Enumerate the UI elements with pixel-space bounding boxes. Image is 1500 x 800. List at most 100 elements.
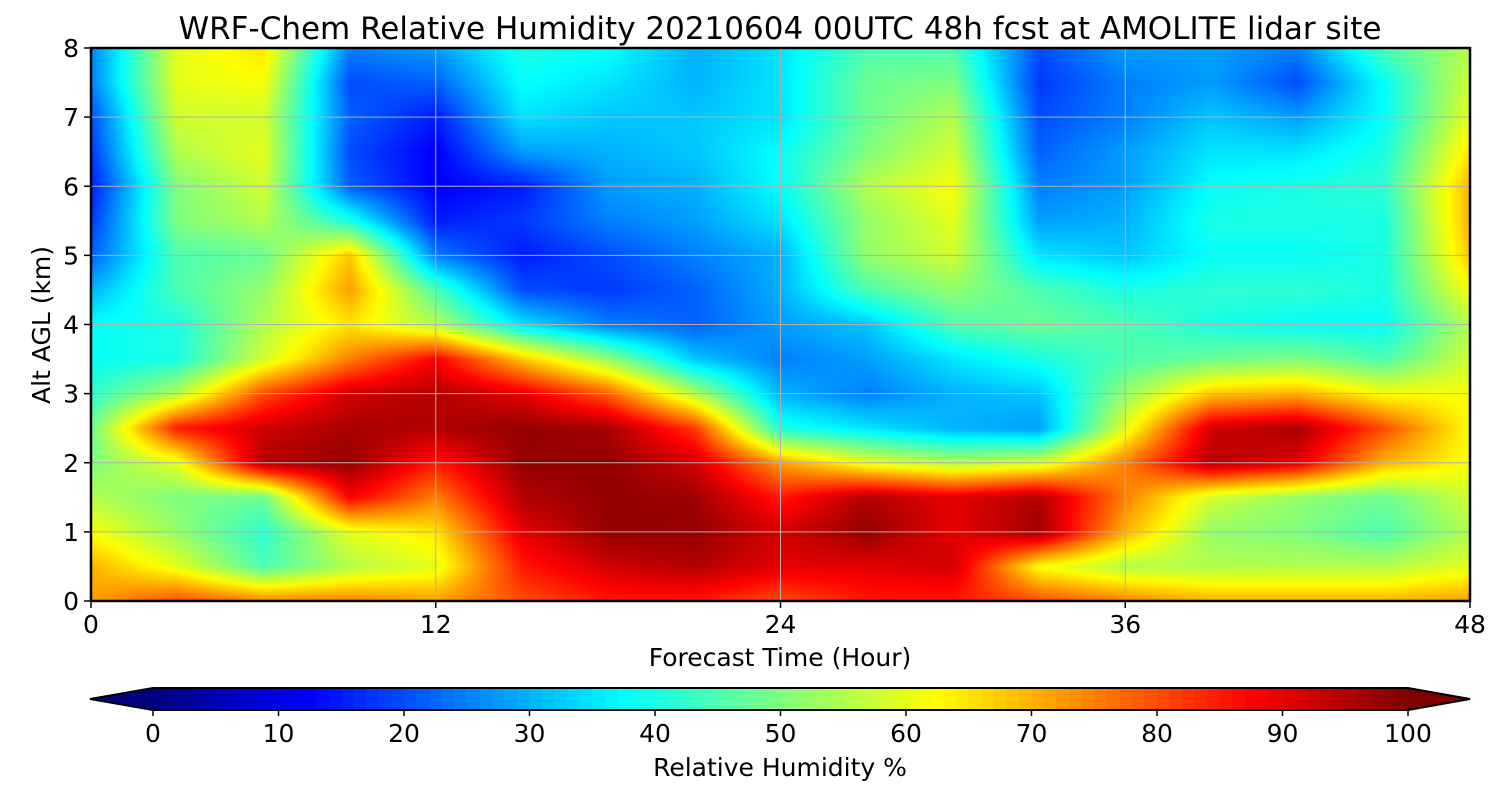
colorbar-tick-label: 60 [890,719,922,748]
colorbar: 0 10 20 30 40 50 60 70 80 90 100 Relative Humidity… [89,687,1471,782]
colorbar-tick-label: 10 [263,719,295,748]
colorbar-segment [165,688,179,710]
colorbar-segment [316,688,330,710]
colorbar-segment [1257,688,1271,710]
colorbar-segment [153,688,167,710]
colorbar-segment [868,688,882,710]
colorbar-segment [981,688,995,710]
colorbar-segment [1320,688,1334,710]
colorbar-segment [579,688,593,710]
y-axis-label: Alt AGL (km) [27,246,56,404]
colorbar-segment [567,688,581,710]
colorbar-segment [880,688,895,710]
y-tick-label: 8 [63,34,79,63]
colorbar-segment [843,688,857,710]
colorbar-segment [1056,688,1070,710]
y-tick-label: 0 [63,587,79,616]
y-tick-label: 4 [63,311,79,340]
colorbar-segment [730,688,744,710]
colorbar-segment [215,688,229,710]
colorbar-segment [291,688,305,710]
colorbar-segment [228,688,242,710]
colorbar-segment [391,688,405,710]
y-tick-label: 6 [63,172,79,201]
colorbar-segment [1094,688,1108,710]
colorbar-segment [1307,688,1321,710]
colorbar-segment [1106,688,1120,710]
colorbar-segment [918,688,932,710]
colorbar-segment [378,688,393,710]
colorbar-segment [466,688,480,710]
colorbar-segment [655,688,669,710]
colorbar-tick-label: 90 [1267,719,1299,748]
colorbar-tick-label: 50 [765,719,797,748]
colorbar-segment [680,688,694,710]
colorbar-segment [1031,688,1045,710]
y-tick-label: 1 [63,518,79,547]
colorbar-segment [404,688,418,710]
colorbar-gradient [153,688,1409,710]
colorbar-segment [278,688,292,710]
colorbar-segment [353,688,367,710]
colorbar-tick-label: 80 [1141,719,1173,748]
colorbar-segment [780,688,794,710]
colorbar-segment [617,688,631,710]
x-tick-label: 0 [83,610,99,639]
y-axis: 0 1 2 3 4 5 6 7 8 [63,34,91,616]
colorbar-segment [441,688,455,710]
colorbar-segment [203,688,217,710]
colorbar-segment [1357,688,1371,710]
colorbar-segment [943,688,957,710]
colorbar-segment [554,688,568,710]
colorbar-ticks: 0 10 20 30 40 50 60 70 80 90 100 [145,710,1432,748]
colorbar-segment [1069,688,1083,710]
colorbar-segment [968,688,982,710]
colorbar-segment [1018,688,1033,710]
colorbar-segment [429,688,443,710]
colorbar-segment [818,688,832,710]
colorbar-segment [542,688,556,710]
colorbar-segment [755,688,769,710]
colorbar-segment [1157,688,1171,710]
colorbar-segment [1119,688,1133,710]
colorbar-segment [1395,688,1409,710]
colorbar-segment [529,688,543,710]
colorbar-segment [1244,688,1258,710]
x-tick-label: 12 [420,610,452,639]
colorbar-segment [629,688,644,710]
plot-area [89,46,1472,603]
colorbar-segment [1282,688,1296,710]
colorbar-segment [1182,688,1196,710]
colorbar-segment [855,688,869,710]
colorbar-tick-label: 70 [1016,719,1048,748]
colorbar-segment [1332,688,1346,710]
colorbar-segment [416,688,430,710]
y-tick-label: 3 [63,380,79,409]
colorbar-segment [1370,688,1384,710]
colorbar-segment [1081,688,1095,710]
x-tick-label: 48 [1454,610,1486,639]
colorbar-segment [742,688,756,710]
colorbar-segment [1044,688,1058,710]
x-tick-label: 36 [1109,610,1141,639]
colorbar-segment [993,688,1007,710]
colorbar-segment [830,688,844,710]
colorbar-segment [667,688,681,710]
y-tick-label: 5 [63,241,79,270]
colorbar-segment [956,688,970,710]
colorbar-segment [1131,688,1146,710]
colorbar-segment [504,688,518,710]
colorbar-segment [366,688,380,710]
colorbar-segment [767,688,782,710]
colorbar-segment [1194,688,1208,710]
colorbar-segment [805,688,819,710]
colorbar-over-arrow [1408,688,1470,710]
colorbar-segment [893,688,907,710]
colorbar-segment [1295,688,1309,710]
colorbar-segment [604,688,618,710]
colorbar-segment [793,688,807,710]
x-tick-label: 24 [765,610,797,639]
colorbar-segment [454,688,468,710]
colorbar-segment [178,688,192,710]
